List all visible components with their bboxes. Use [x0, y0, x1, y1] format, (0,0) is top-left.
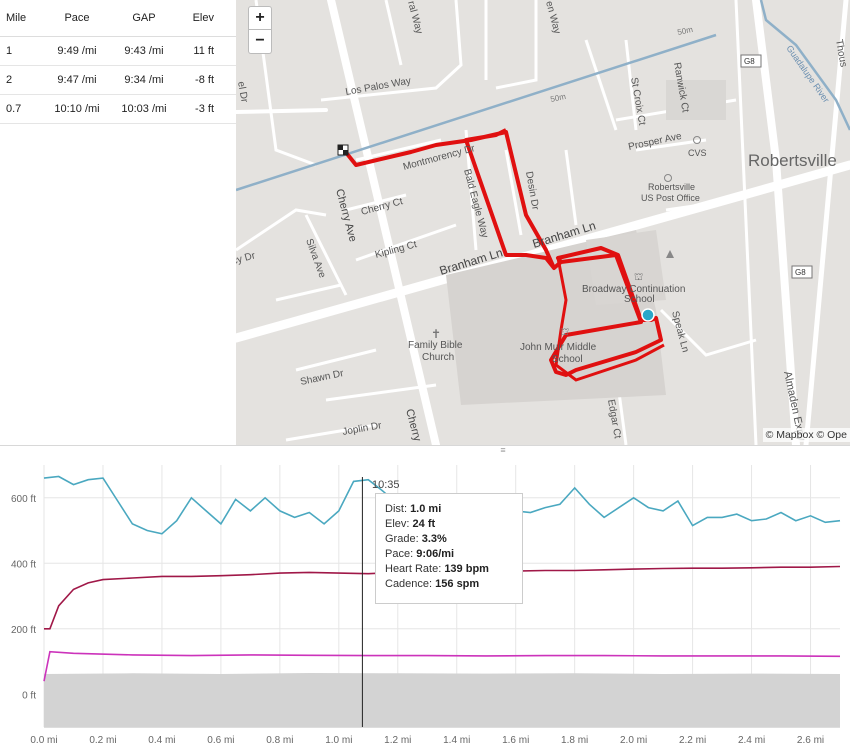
x-tick-label: 2.2 mi — [679, 735, 706, 746]
label-post-2: US Post Office — [641, 193, 700, 203]
tooltip-pace: Pace: 9:06/mi — [385, 548, 455, 560]
label-el-dr: el Dr — [236, 81, 250, 104]
header-gap[interactable]: GAP — [110, 0, 178, 37]
split-pace: 9:49 /mi — [44, 36, 110, 66]
x-tick-label: 1.0 mi — [325, 735, 352, 746]
table-row[interactable]: 0.7 10:10 /mi 10:03 /mi -3 ft — [0, 94, 236, 124]
church-icon: ✝ — [431, 327, 441, 341]
label-family-bible: Family Bible — [408, 340, 463, 351]
chart-tooltip: Dist: 1.0 mi Elev: 24 ft Grade: 3.3% Pac… — [375, 493, 523, 604]
x-tick-label: 0.6 mi — [207, 735, 234, 746]
splits-table: Mile Pace GAP Elev 1 9:49 /mi 9:43 /mi 1… — [0, 0, 236, 445]
x-tick-label: 2.6 mi — [797, 735, 824, 746]
split-gap: 10:03 /mi — [110, 94, 178, 124]
y-axis: 600 ft 400 ft 200 ft 0 ft — [11, 494, 36, 702]
activity-chart[interactable]: 600 ft 400 ft 200 ft 0 ft 0.0 mi 0.2 mi 0.4 m… — [0, 455, 850, 749]
x-tick-label: 0.2 mi — [89, 735, 116, 746]
post-office-icon — [664, 174, 672, 182]
tooltip-dist: Dist: 1.0 mi — [385, 503, 442, 515]
label-robertsville: Robertsville — [748, 151, 837, 170]
split-pace: 10:10 /mi — [44, 94, 110, 124]
cadence-line — [43, 650, 841, 682]
school-icon: ⛫ — [560, 327, 569, 338]
label-kipling: Kipling Ct — [374, 239, 418, 261]
g8-shield-2: G8 — [791, 265, 813, 279]
label-en-way: en Way — [543, 0, 562, 35]
tooltip-grade: Grade: 3.3% — [385, 533, 447, 545]
label-shawn: Shawn Dr — [299, 368, 345, 388]
landmark-icon — [666, 250, 674, 258]
y-tick-label: 0 ft — [22, 690, 36, 701]
label-silva: Silva Ave — [303, 237, 327, 280]
elevation-area-fill — [44, 672, 840, 727]
x-tick-label: 1.2 mi — [384, 735, 411, 746]
label-cvs: CVS — [688, 148, 707, 158]
label-ral-way: ral Way — [405, 0, 424, 35]
tooltip-cadence: Cadence: 156 spm — [385, 578, 480, 590]
splits-header-row: Mile Pace GAP Elev — [0, 0, 236, 37]
map-attribution[interactable]: © Mapbox © Ope — [762, 428, 850, 442]
x-tick-label: 1.6 mi — [502, 735, 529, 746]
zoom-out-button[interactable]: − — [248, 30, 272, 54]
elevation-area — [44, 672, 840, 727]
x-tick-label: 1.8 mi — [561, 735, 588, 746]
split-mile: 1 — [0, 36, 44, 66]
label-church: Church — [422, 352, 454, 363]
drag-handle-icon[interactable]: ≡ — [500, 445, 506, 455]
label-post-1: Robertsville — [648, 182, 695, 192]
y-tick-label: 200 ft — [11, 625, 36, 636]
x-tick-label: 0.8 mi — [266, 735, 293, 746]
x-tick-label: 0.0 mi — [30, 735, 57, 746]
split-elev: 11 ft — [178, 36, 236, 66]
x-tick-label: 1.4 mi — [443, 735, 470, 746]
map-canvas[interactable]: Los Palos Way Montmorency Dr Cherry Ct K… — [236, 0, 850, 445]
split-mile: 0.7 — [0, 94, 44, 124]
y-tick-label: 400 ft — [11, 559, 36, 570]
label-guadalupe: Guadalupe River — [784, 43, 831, 104]
label-speak: Speak Ln — [669, 310, 691, 354]
x-tick-label: 2.4 mi — [738, 735, 765, 746]
x-tick-label: 0.4 mi — [148, 735, 175, 746]
school-icon: ⛫ — [634, 272, 643, 283]
resize-divider[interactable]: ≡ — [0, 445, 850, 455]
route-map[interactable]: Los Palos Way Montmorency Dr Cherry Ct K… — [236, 0, 850, 445]
svg-text:G8: G8 — [795, 268, 806, 277]
table-row[interactable]: 1 9:49 /mi 9:43 /mi 11 ft — [0, 36, 236, 66]
g8-shield-1: G8 — [740, 54, 762, 68]
split-mile: 2 — [0, 65, 44, 95]
label-50m-1: 50m — [677, 25, 694, 37]
header-mile[interactable]: Mile — [0, 0, 44, 37]
label-cy-dr: rcy Dr — [236, 250, 257, 268]
label-50m-2: 50m — [550, 92, 567, 104]
svg-text:G8: G8 — [744, 57, 755, 66]
split-elev: -8 ft — [178, 65, 236, 95]
table-row[interactable]: 2 9:47 /mi 9:34 /mi -8 ft — [0, 65, 236, 95]
label-cherry-ave-2: Cherry — [403, 408, 423, 443]
hover-time-label: 10:35 — [372, 479, 400, 491]
header-elev[interactable]: Elev — [178, 0, 236, 37]
split-gap: 9:43 /mi — [110, 36, 178, 66]
label-broadway: Broadway Continuation — [582, 284, 685, 295]
label-school-2: School — [552, 354, 583, 365]
cvs-icon — [693, 136, 701, 144]
label-cherry-ave: Cherry Ave — [333, 188, 359, 243]
tooltip-elev: Elev: 24 ft — [385, 518, 436, 530]
tooltip-heart-rate: Heart Rate: 139 bpm — [385, 563, 489, 575]
split-elev: -3 ft — [178, 94, 236, 124]
label-thous: Thous — [833, 39, 849, 68]
header-pace[interactable]: Pace — [44, 0, 110, 37]
label-school-1: School — [624, 294, 655, 305]
x-tick-label: 2.0 mi — [620, 735, 647, 746]
zoom-in-button[interactable]: + — [248, 6, 272, 30]
label-prosper: Prosper Ave — [627, 131, 683, 153]
split-pace: 9:47 /mi — [44, 65, 110, 95]
label-joplin: Joplin Dr — [342, 420, 383, 438]
x-axis: 0.0 mi 0.2 mi 0.4 mi 0.6 mi 0.8 mi 1.0 mi 1.2 … — [30, 735, 824, 746]
y-tick-label: 600 ft — [11, 494, 36, 505]
label-john-muir: John Muir Middle — [520, 342, 597, 353]
split-gap: 9:34 /mi — [110, 65, 178, 95]
